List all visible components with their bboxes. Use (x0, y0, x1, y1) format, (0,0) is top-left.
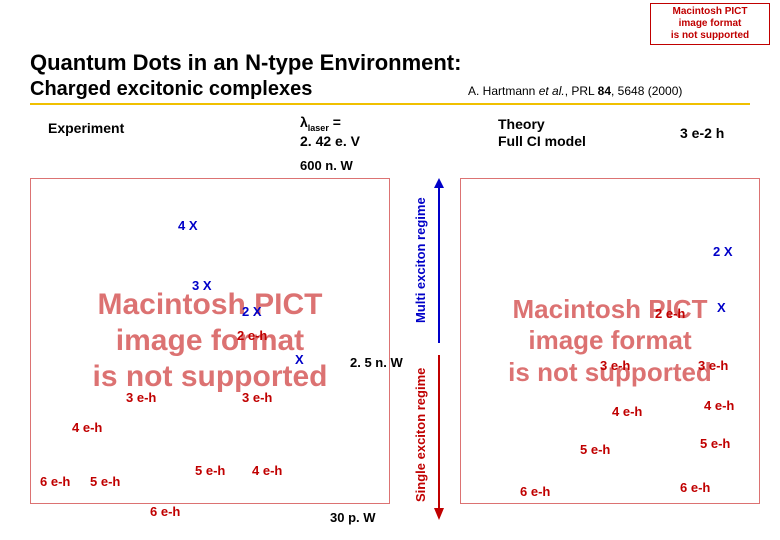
header-condition: 3 e-2 h (680, 125, 724, 141)
title-underline (30, 103, 750, 105)
exp-x: X (295, 352, 304, 367)
pict-line: image format (465, 325, 755, 356)
exp-4eh-a: 4 e-h (72, 420, 102, 435)
exp-2x: 2 X (242, 304, 262, 319)
citation-etal: et al. (539, 84, 565, 98)
pict-banner-left: Macintosh PICT image format is not suppo… (30, 178, 390, 504)
citation-journal: , PRL (565, 84, 595, 98)
thy-3eh-a: 3 e-h (600, 358, 630, 373)
header-theory: Theory (498, 116, 545, 132)
exp-2eh: 2 e-h (237, 328, 267, 343)
pict-line: Macintosh PICT (465, 294, 755, 325)
citation-author: A. Hartmann (468, 84, 535, 98)
laser-symbol: λ (300, 114, 308, 130)
exp-3eh-b: 3 e-h (242, 390, 272, 405)
thy-6eh-b: 6 e-h (680, 480, 710, 495)
single-arrow (432, 355, 446, 520)
axis-multi: Multi exciton regime (413, 178, 428, 343)
power-top: 600 n. W (300, 158, 353, 173)
exp-5eh-a: 5 e-h (90, 474, 120, 489)
pict-line: is not supported (655, 30, 765, 42)
pict-banner-small: Macintosh PICT image format is not suppo… (650, 3, 770, 45)
thy-4eh-a: 4 e-h (612, 404, 642, 419)
title-sub: Charged excitonic complexes (30, 78, 312, 101)
multi-arrow (432, 178, 446, 348)
thy-5eh-a: 5 e-h (580, 442, 610, 457)
header-fullci: Full CI model (498, 133, 586, 149)
exp-6eh-b: 6 e-h (150, 504, 180, 519)
exp-3eh-a: 3 e-h (126, 390, 156, 405)
laser-value: 2. 42 e. V (300, 133, 360, 149)
power-bottom: 30 p. W (330, 510, 376, 525)
power-mid: 2. 5 n. W (350, 355, 403, 370)
pict-line: Macintosh PICT (655, 6, 765, 18)
thy-4eh-b: 4 e-h (704, 398, 734, 413)
exp-6eh-a: 6 e-h (40, 474, 70, 489)
pict-line: is not supported (35, 359, 385, 395)
citation: A. Hartmann et al., PRL 84, 5648 (2000) (468, 84, 682, 98)
exp-3x: 3 X (192, 278, 212, 293)
exp-5eh-b: 5 e-h (195, 463, 225, 478)
citation-rest: , 5648 (2000) (611, 84, 682, 98)
pict-line: image format (35, 323, 385, 359)
thy-2x: 2 X (713, 244, 733, 259)
thy-6eh-a: 6 e-h (520, 484, 550, 499)
thy-5eh-b: 5 e-h (700, 436, 730, 451)
laser-eq: = (329, 114, 341, 130)
thy-3eh-b: 3 e-h (698, 358, 728, 373)
axis-single: Single exciton regime (413, 355, 428, 515)
exp-4x: 4 X (178, 218, 198, 233)
laser-sub: laser (308, 123, 329, 133)
header-experiment: Experiment (48, 120, 124, 136)
exp-4eh-b: 4 e-h (252, 463, 282, 478)
thy-2eh: 2 e-h (655, 306, 685, 321)
thy-x: X (717, 300, 726, 315)
pict-line: image format (655, 18, 765, 30)
laser-label: λlaser = 2. 42 e. V (300, 114, 360, 149)
title-main: Quantum Dots in an N-type Environment: (30, 50, 461, 76)
citation-vol: 84 (598, 84, 611, 98)
